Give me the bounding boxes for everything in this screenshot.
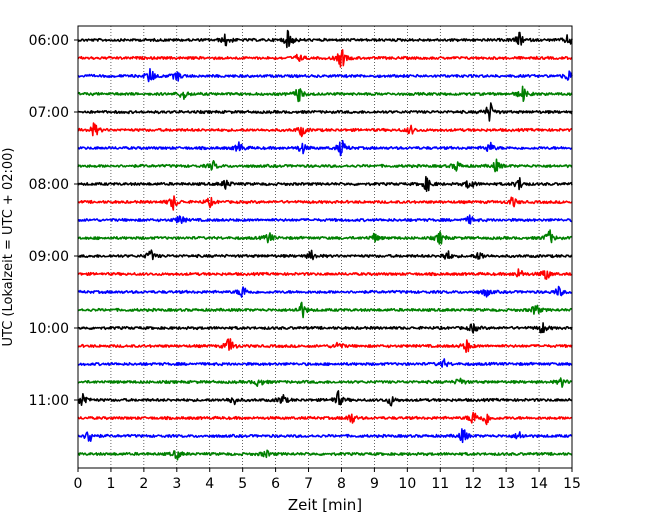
x-tick-label: 13 (497, 476, 515, 492)
trace-1115 (77, 411, 573, 426)
trace-1000 (77, 322, 573, 334)
x-tick-label: 11 (431, 476, 449, 492)
trace-0800 (77, 175, 573, 192)
x-tick-label: 9 (370, 476, 379, 492)
y-tick-label: 09:00 (29, 249, 69, 265)
trace-0845 (77, 229, 573, 245)
trace-0915 (77, 268, 573, 280)
x-tick-label: 2 (139, 476, 148, 492)
trace-1130 (77, 428, 573, 444)
trace-1100 (77, 390, 573, 407)
trace-0830 (77, 214, 573, 225)
y-tick-label: 08:00 (29, 177, 69, 193)
x-axis-label: Zeit [min] (288, 496, 362, 514)
trace-0745 (77, 158, 573, 173)
x-tick-label: 6 (271, 476, 280, 492)
trace-1015 (77, 338, 573, 354)
trace-0945 (77, 301, 573, 319)
y-tick-label: 06:00 (29, 33, 69, 49)
x-tick-label: 14 (530, 476, 548, 492)
trace-0700 (77, 102, 573, 122)
plot-frame (77, 25, 573, 469)
x-tick-label: 4 (205, 476, 214, 492)
trace-0930 (77, 285, 573, 298)
y-tick-label: 11:00 (29, 393, 69, 409)
x-tick-label: 15 (563, 476, 581, 492)
trace-0645 (77, 85, 573, 103)
trace-series (77, 29, 573, 461)
trace-0815 (77, 195, 573, 211)
trace-1145 (77, 449, 573, 461)
y-tick-label: 07:00 (29, 105, 69, 121)
trace-1045 (77, 377, 573, 388)
x-tick-label: 5 (238, 476, 247, 492)
trace-0900 (77, 249, 573, 261)
y-axis-ticks: 06:00 07:00 08:00 09:00 10:00 11:00 (29, 33, 78, 409)
trace-0600 (77, 29, 573, 49)
x-tick-label: 8 (337, 476, 346, 492)
trace-1030 (77, 358, 573, 368)
trace-0730 (77, 139, 573, 157)
trace-0630 (77, 68, 573, 83)
x-tick-label: 1 (106, 476, 115, 492)
trace-0715 (77, 122, 573, 138)
x-axis-ticks: 0 1 2 3 4 5 6 7 8 9 10 11 12 13 14 15 (74, 468, 581, 492)
y-tick-label: 10:00 (29, 321, 69, 337)
trace-0615 (77, 49, 573, 68)
x-tick-label: 0 (74, 476, 83, 492)
x-tick-label: 12 (464, 476, 482, 492)
x-tick-label: 7 (304, 476, 313, 492)
y-axis-label: UTC (Lokalzeit = UTC + 02:00) (1, 148, 16, 347)
x-tick-label: 10 (398, 476, 416, 492)
x-tick-label: 3 (172, 476, 181, 492)
